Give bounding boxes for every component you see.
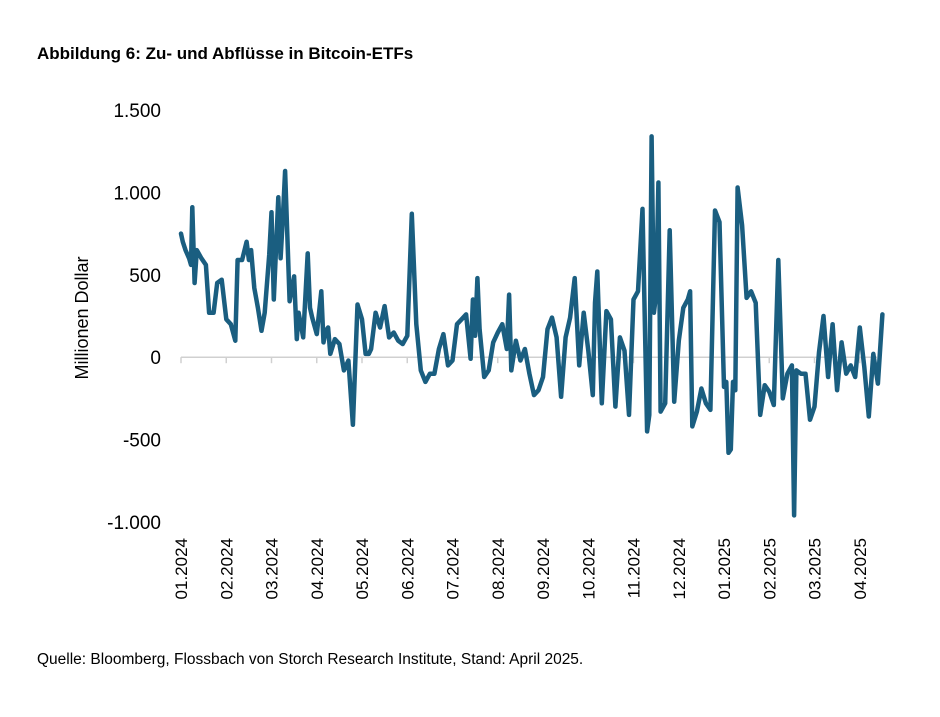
x-tick-label: 03.2025 — [806, 538, 825, 599]
x-tick-label: 04.2025 — [851, 538, 870, 599]
x-tick-label: 01.2024 — [172, 538, 191, 599]
chart-title: Abbildung 6: Zu- und Abflüsse in Bitcoin… — [37, 44, 414, 63]
y-tick-label: 1.000 — [113, 183, 161, 204]
x-tick-label: 02.2025 — [760, 538, 779, 599]
series-line — [178, 134, 885, 518]
y-tick-label: -1.000 — [107, 513, 161, 534]
x-tick-label: 06.2024 — [398, 538, 417, 599]
x-tick-label: 03.2024 — [263, 538, 282, 599]
x-tick-label: 11.2024 — [625, 538, 644, 598]
x-tick-label: 01.2025 — [715, 538, 734, 599]
source-note: Quelle: Bloomberg, Flossbach von Storch … — [37, 651, 584, 668]
x-tick-label: 04.2024 — [308, 538, 327, 599]
x-tick-label: 09.2024 — [534, 538, 553, 599]
x-tick-label: 07.2024 — [444, 538, 463, 599]
y-axis-label: Millionen Dollar — [72, 256, 92, 379]
x-tick-label: 05.2024 — [353, 538, 372, 599]
y-tick-label: 1.500 — [113, 101, 161, 122]
y-tick-label: 500 — [129, 266, 161, 287]
x-tick-label: 12.2024 — [670, 538, 689, 599]
x-tick-label: 02.2024 — [217, 538, 236, 599]
y-axis: 1.500 1.000 500 0 -500 -1.000 — [107, 101, 161, 534]
y-tick-label: -500 — [123, 431, 161, 452]
y-tick-label: 0 — [150, 348, 161, 369]
x-tick-label: 10.2024 — [579, 538, 598, 599]
x-tick-label: 08.2024 — [489, 538, 508, 599]
x-axis: 01.2024 02.2024 03.2024 04.2024 05.2024 06.20… — [172, 357, 870, 599]
